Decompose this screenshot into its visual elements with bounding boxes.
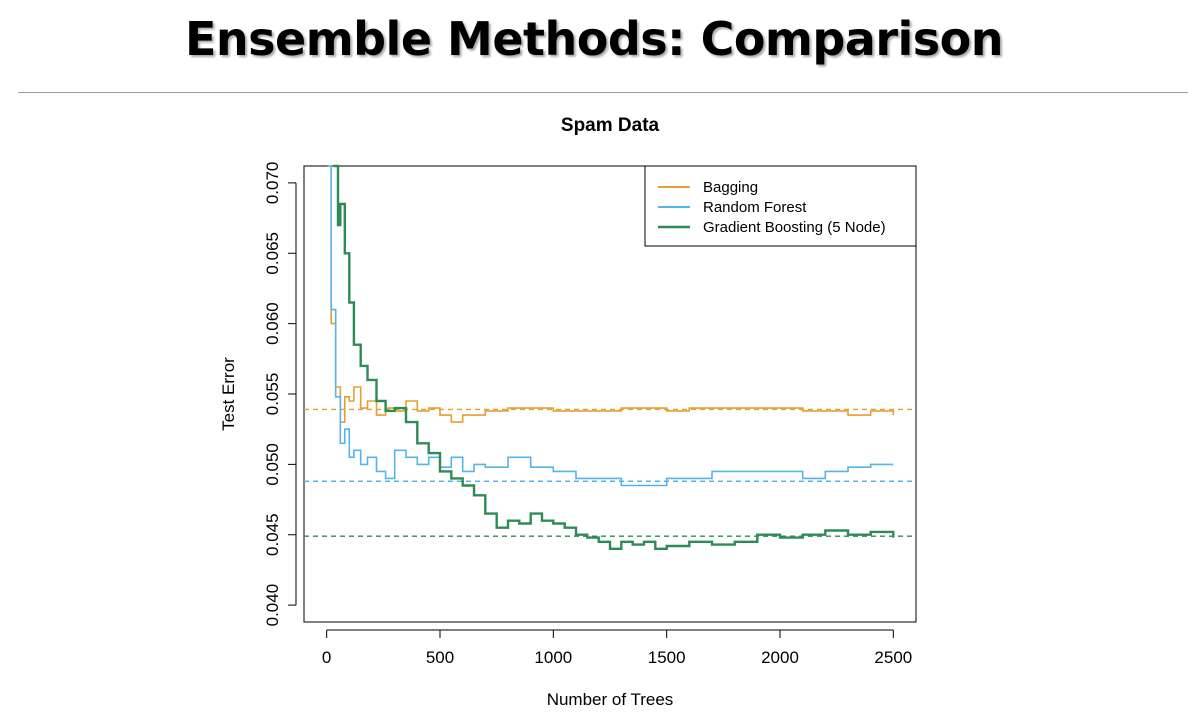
legend-label-0: Bagging [703, 179, 758, 196]
chart-legend: Bagging Random Forest Gradient Boosting (5… [644, 165, 917, 247]
y-tick-label: 0.065 [263, 232, 282, 275]
series-lines [327, 164, 895, 550]
legend-label-2: Gradient Boosting (5 Node) [703, 219, 886, 236]
y-tick-label: 0.070 [263, 162, 282, 205]
y-axis: 0.040 0.045 0.050 0.055 0.060 0.065 0.070 [263, 162, 297, 627]
legend-label-1: Random Forest [703, 199, 807, 216]
y-tick-label: 0.050 [263, 443, 282, 486]
series-line-1 [327, 165, 894, 487]
slide-title: Ensemble Methods: Comparison [184, 12, 1004, 66]
x-tick-label: 2000 [761, 648, 799, 667]
x-axis: 0 500 1000 1500 2000 2500 [322, 629, 912, 667]
y-tick-label: 0.040 [263, 584, 282, 627]
x-tick-label: 0 [322, 648, 331, 667]
y-axis-label: Test Error [219, 357, 238, 431]
chart-title: Spam Data [561, 115, 660, 136]
x-tick-label: 500 [426, 648, 454, 667]
y-tick-label: 0.060 [263, 302, 282, 345]
series-line-2 [333, 164, 895, 550]
x-tick-label: 2500 [874, 648, 912, 667]
reference-lines [304, 408, 916, 537]
legend-box [644, 165, 917, 247]
title-divider [18, 92, 1188, 93]
y-tick-label: 0.055 [263, 373, 282, 416]
x-axis-label: Number of Trees [547, 690, 674, 709]
series-line-0 [327, 165, 895, 423]
plot-frame [303, 165, 917, 623]
x-tick-label: 1500 [648, 648, 686, 667]
y-tick-label: 0.045 [263, 513, 282, 556]
x-tick-label: 1000 [534, 648, 572, 667]
